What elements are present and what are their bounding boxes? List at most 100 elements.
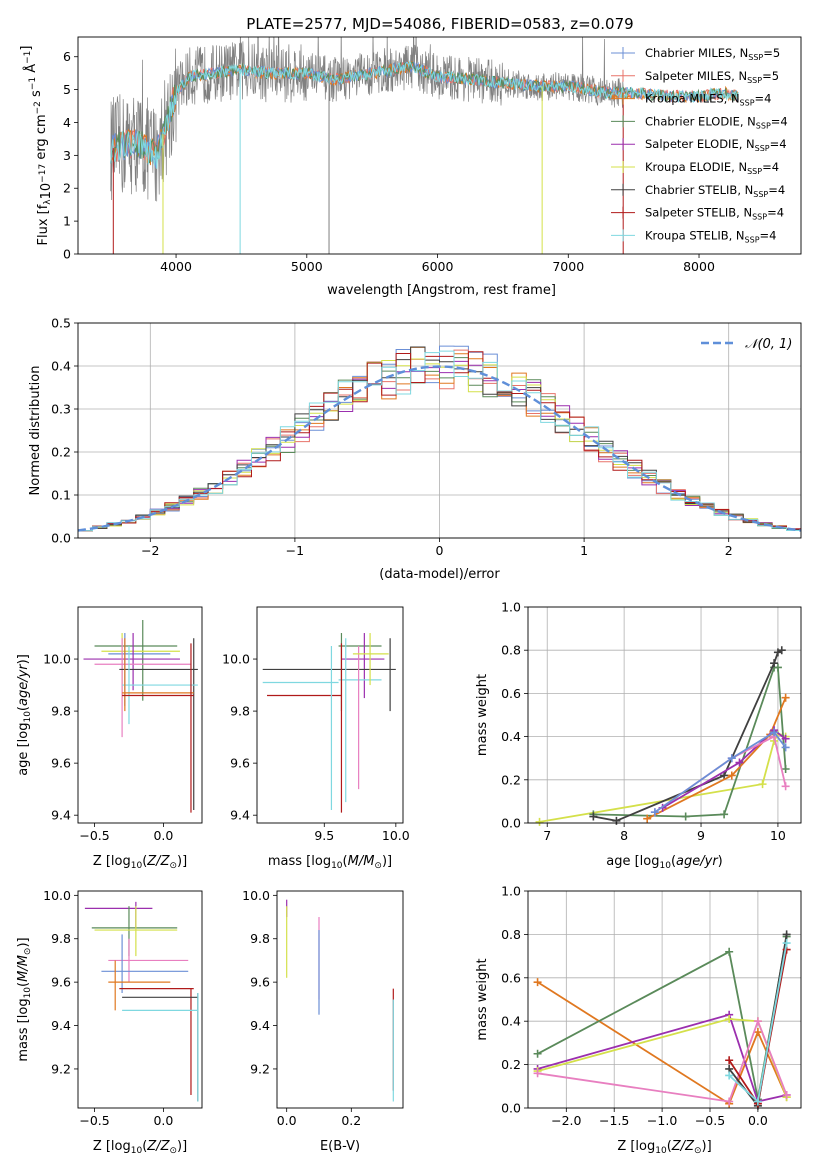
label-span: )]	[177, 854, 187, 869]
y-tick-label: 0.2	[51, 445, 71, 460]
label-span: 10	[131, 861, 143, 871]
legend-value: =4	[768, 183, 785, 197]
x-tick-label: −1	[286, 543, 304, 558]
axes-frame	[527, 890, 802, 1109]
point-marker	[782, 1090, 791, 1099]
axes-frame	[77, 36, 802, 255]
point-marker	[781, 743, 790, 752]
label-span: Z/Z	[671, 1139, 695, 1154]
legend-label: Chabrier MILES, NSSP=5	[645, 46, 780, 62]
x-tick-label: −1.0	[647, 1113, 677, 1128]
figure-title: PLATE=2577, MJD=54086, FIBERID=0583, z=0…	[246, 15, 633, 33]
y-tick-label: 9.8	[51, 704, 71, 719]
y-tick-label: 0.0	[501, 816, 521, 831]
legend-value: =4	[771, 114, 788, 128]
errorbar-panel: 9.5 10.0 9.4 9.6 9.8 10.0 mass [log10(M/M⊙)]	[222, 606, 410, 871]
point-marker	[533, 978, 542, 987]
x-axis-label: (data-model)/error	[379, 567, 500, 582]
point-marker	[781, 765, 790, 773]
y-axis-label: age [log10(age/yr)]	[16, 654, 33, 776]
point-marker	[753, 1097, 762, 1106]
point-marker	[725, 1056, 734, 1065]
histogram-step	[78, 360, 801, 532]
spectrum-model-line	[110, 60, 739, 169]
label-span: age/yr	[676, 854, 719, 869]
label-span: −1	[23, 51, 33, 64]
y-tick-label: 0.0	[501, 1101, 521, 1116]
label-span: (	[142, 854, 147, 869]
label-span: 10	[331, 861, 343, 871]
x-tick-label: −0.5	[695, 1113, 725, 1128]
y-tick-label: 10.0	[242, 888, 270, 903]
point-marker	[781, 734, 790, 743]
x-tick-label: 0.0	[153, 828, 173, 843]
legend-value: =5	[762, 69, 779, 83]
legend-label: Chabrier ELODIE, NSSP=4	[645, 114, 788, 130]
y-tick-label: 0.3	[51, 402, 71, 417]
gaussian-curve	[77, 365, 802, 532]
label-span: )	[718, 854, 723, 869]
x-axis-label: wavelength [Angstrom, rest frame]	[327, 283, 556, 298]
legend-label: 𝒩(0, 1)	[745, 337, 792, 352]
x-tick-label: 1	[580, 543, 588, 558]
label-span: λ	[43, 199, 53, 205]
y-tick-label: 0.2	[501, 1057, 521, 1072]
label-span: Z/Z	[146, 1139, 170, 1154]
label-span: 10	[655, 1146, 667, 1156]
y-tick-label: 10.0	[222, 652, 250, 667]
axes-frame	[276, 890, 404, 1109]
label-span: ⊙	[694, 1146, 702, 1156]
x-tick-label: −0.5	[79, 828, 109, 843]
label-span: (	[16, 706, 31, 711]
point-marker	[643, 814, 652, 823]
legend-sub: SSP	[752, 213, 767, 222]
label-span: )]	[702, 1139, 712, 1154]
label-span: s	[29, 90, 44, 101]
legend-sub: SSP	[753, 190, 768, 199]
point-marker	[725, 947, 734, 956]
mass-weight-panel: 7 8 9 10 0.0 0.2 0.4 0.6 0.8 1.0 age [log10(age/yr…	[475, 600, 802, 871]
errorbar-panel: 0.0 0.2 9.2 9.4 9.6 9.8 10.0 E(B-V)	[242, 888, 404, 1154]
label-span: 10	[131, 1146, 143, 1156]
legend-value: =5	[763, 46, 780, 60]
legend-label: Salpeter ELODIE, NSSP=4	[645, 137, 787, 153]
x-tick-label: 6000	[422, 259, 454, 274]
label-span: ]	[19, 46, 34, 51]
y-tick-label: 1.0	[501, 884, 521, 899]
y-tick-label: 9.6	[230, 756, 250, 771]
mass-weight-panel: −2.0 −1.5 −1.0 −0.5 0.0 0.0 0.2 0.4 0.6 0.8 1.0 Z […	[475, 884, 802, 1156]
y-tick-label: 9.8	[230, 704, 250, 719]
label-span: (	[16, 982, 31, 987]
y-tick-label: 0.4	[501, 729, 521, 744]
point-marker	[727, 771, 736, 780]
point-marker	[720, 771, 729, 780]
x-tick-label: 0	[436, 543, 444, 558]
label-span: −17	[38, 164, 48, 183]
spectrum-data-line	[110, 37, 624, 202]
y-tick-label: 2	[63, 181, 71, 196]
label-span: (	[667, 1139, 672, 1154]
y-tick-label: 1.0	[501, 600, 521, 615]
y-tick-label: 0.8	[501, 927, 521, 942]
spectrum-panel: 4000 5000 6000 7000 8000 0 1 2 3 4 5 6 wavelength [A…	[19, 36, 802, 298]
point-marker	[725, 1097, 734, 1106]
label-span: −2	[33, 101, 43, 114]
label-span: M/M	[16, 955, 31, 982]
legend-value: =4	[760, 228, 777, 242]
point-marker	[533, 1049, 542, 1058]
y-tick-label: 9.4	[250, 1018, 270, 1033]
point-marker	[727, 754, 736, 763]
legend-label: Kroupa MILES, NSSP=4	[645, 92, 771, 108]
x-tick-label: 0.0	[153, 1113, 173, 1128]
y-tick-label: 9.4	[230, 808, 250, 823]
histogram-step	[78, 346, 801, 532]
y-tick-label: 9.4	[51, 1018, 71, 1033]
x-tick-label: 7	[543, 828, 551, 843]
legend-sub: SSP	[747, 76, 762, 85]
series-line	[654, 731, 787, 813]
label-span: ⊙	[374, 861, 382, 871]
y-axis-label: Normed distribution	[28, 366, 43, 496]
label-span: M/M	[348, 854, 375, 869]
y-tick-label: 3	[63, 148, 71, 163]
